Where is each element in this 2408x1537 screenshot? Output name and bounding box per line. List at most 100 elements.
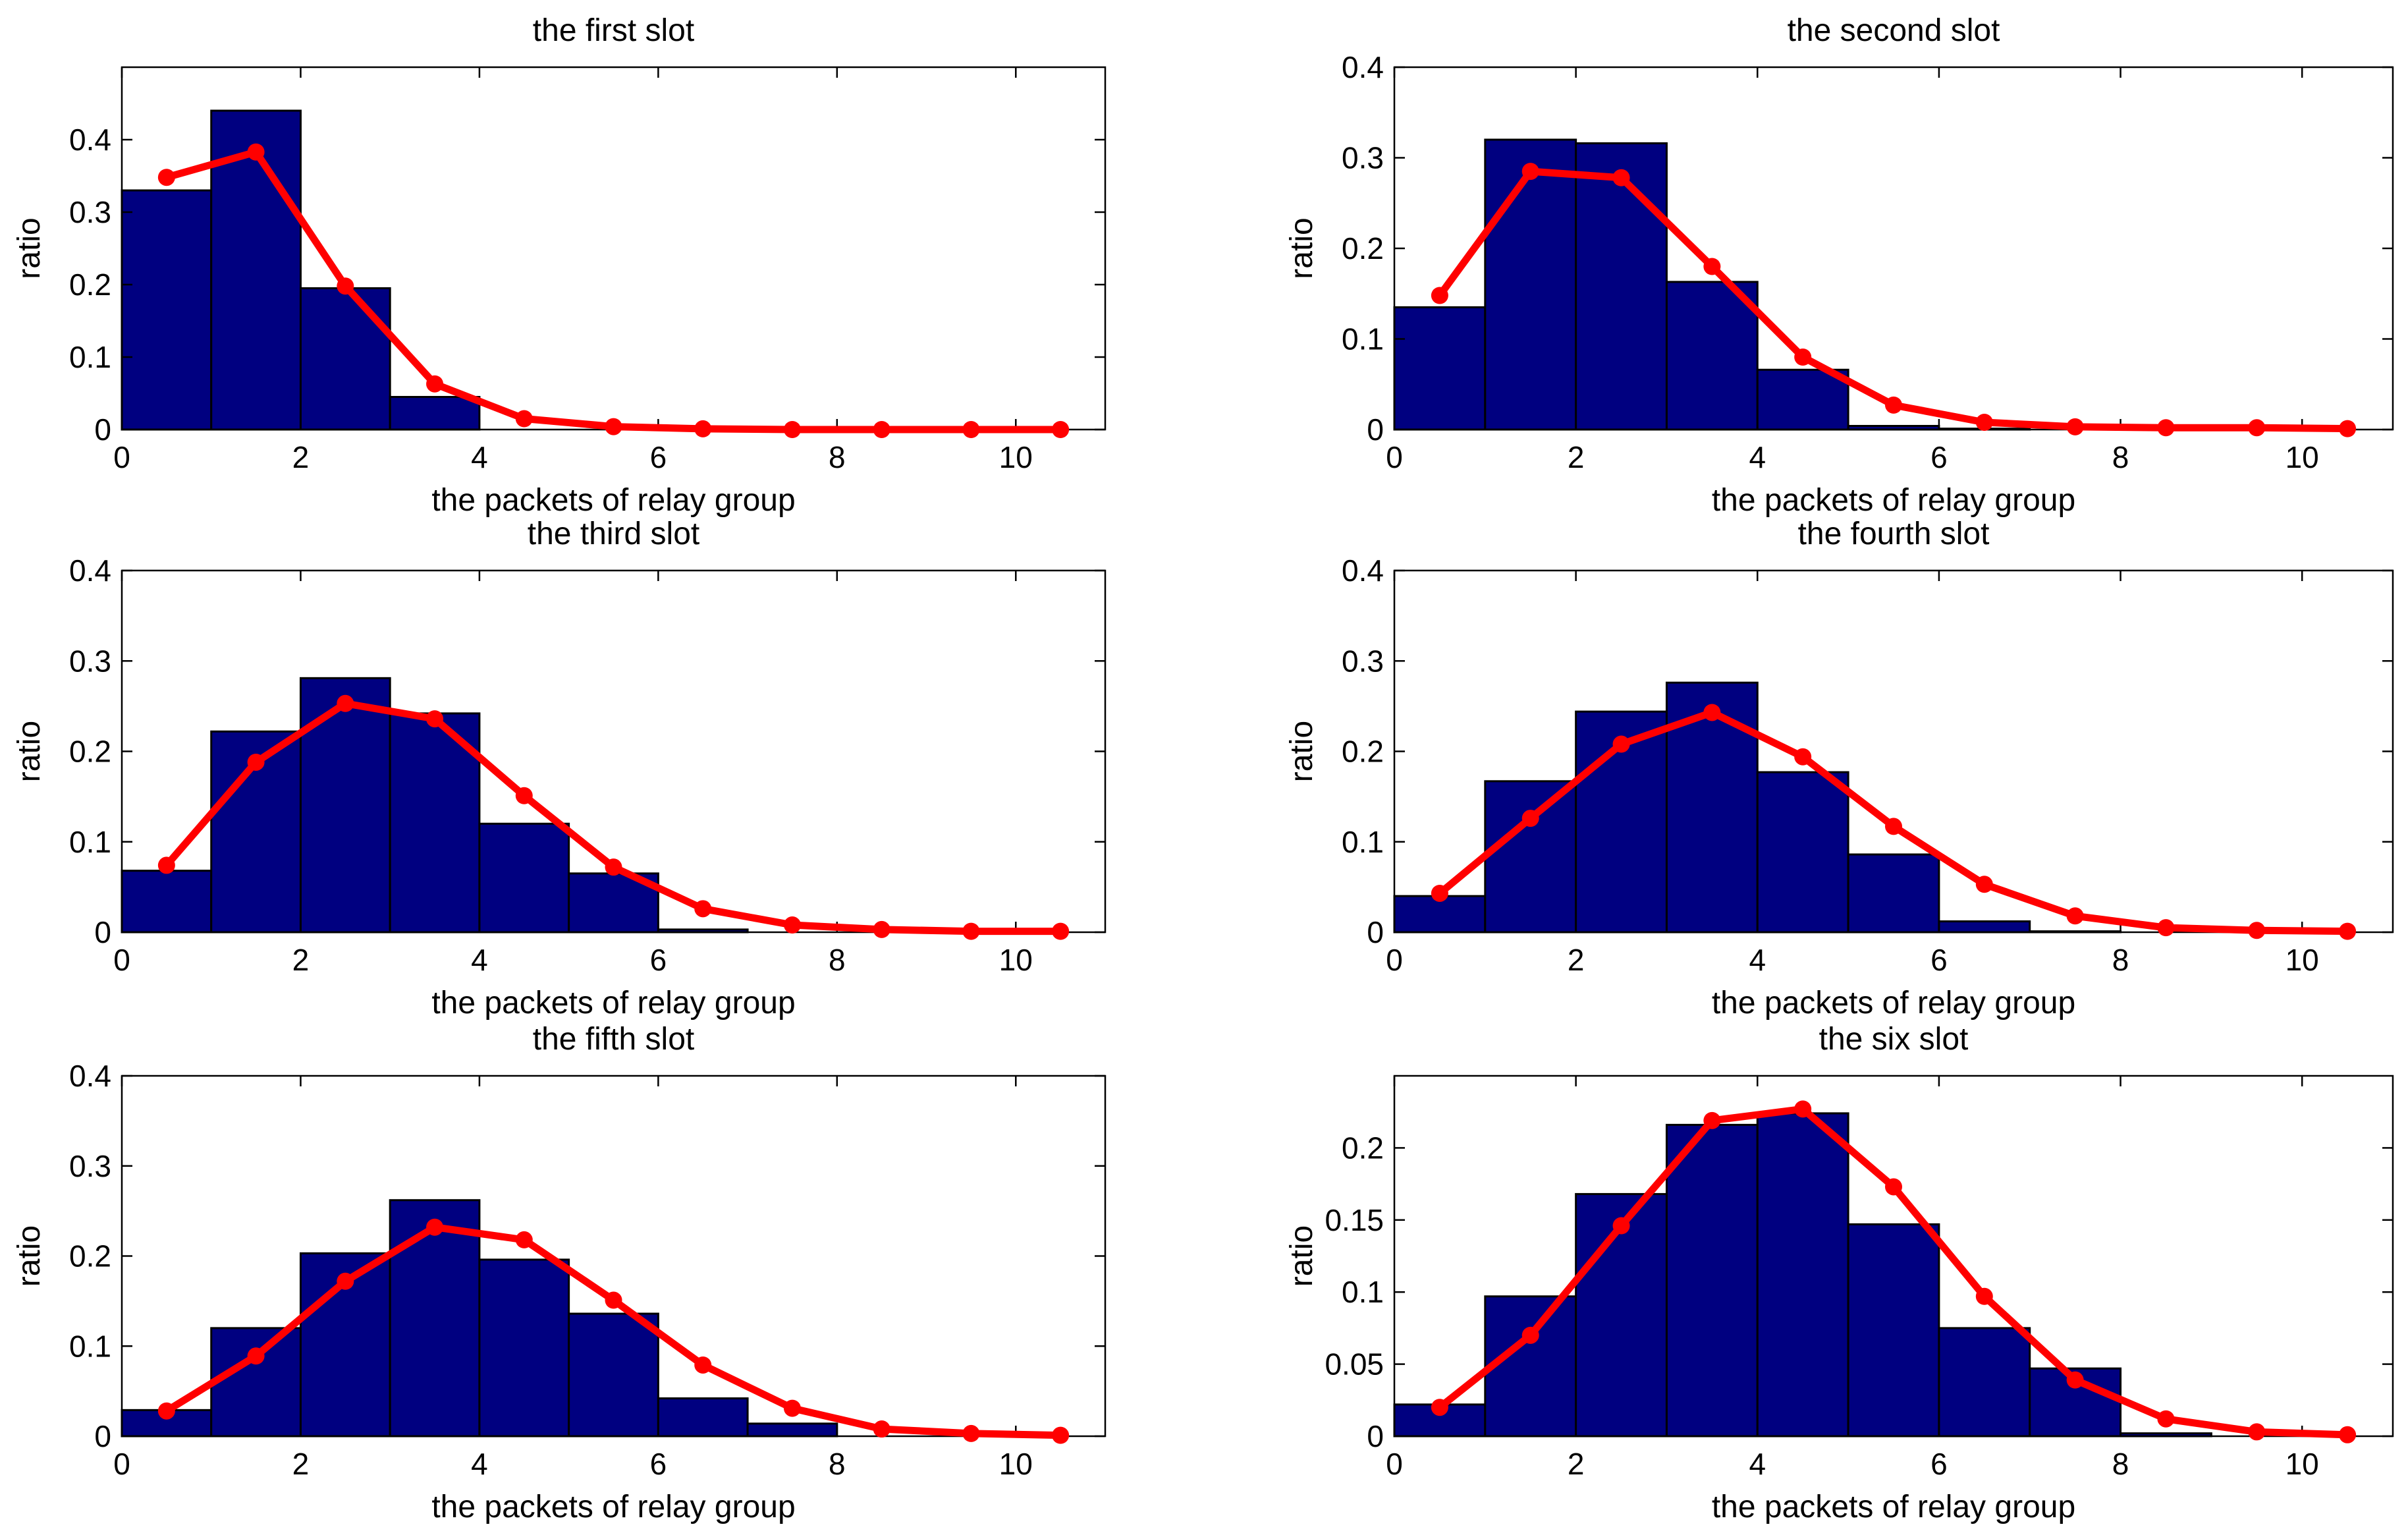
x-tick-label: 0	[113, 440, 130, 474]
histogram-bar	[1938, 920, 2031, 934]
y-tick-label: 0.1	[69, 1329, 111, 1363]
line-marker	[783, 421, 801, 438]
histogram-bar	[1847, 1223, 1940, 1438]
histogram-bar	[657, 1397, 749, 1438]
x-tick-label: 6	[1930, 1447, 1948, 1481]
y-tick-label: 0.2	[1342, 1131, 1384, 1165]
histogram-bar	[1938, 1327, 2031, 1438]
line-marker	[2248, 419, 2266, 437]
x-tick-label: 8	[829, 1447, 846, 1481]
line-marker	[1885, 1178, 1902, 1196]
x-tick-label: 2	[1568, 943, 1585, 977]
line-marker	[2248, 1423, 2266, 1441]
chart-title: the third slot	[528, 517, 699, 551]
line-marker	[2339, 922, 2357, 940]
y-tick-label: 0.3	[1342, 644, 1384, 678]
line-marker	[1885, 818, 1902, 835]
y-tick-label: 0.4	[1342, 50, 1384, 84]
line-marker	[157, 169, 175, 186]
line-marker	[515, 1231, 533, 1248]
x-tick-label: 8	[2112, 1447, 2129, 1481]
x-axis-label: the packets of relay group	[1712, 986, 2075, 1020]
y-axis-label: ratio	[12, 217, 47, 279]
line-marker	[157, 856, 175, 874]
y-tick-label: 0.1	[69, 825, 111, 859]
y-tick-label: 0.4	[69, 123, 111, 157]
y-axis-label: ratio	[12, 721, 47, 782]
histogram-bar	[478, 1258, 570, 1438]
histogram-bar	[121, 189, 213, 431]
x-tick-label: 0	[1386, 440, 1403, 474]
x-tick-label: 4	[1749, 943, 1766, 977]
x-tick-label: 0	[113, 1447, 130, 1481]
x-tick-label: 6	[650, 943, 667, 977]
x-tick-label: 0	[1386, 1447, 1403, 1481]
line-marker	[247, 753, 265, 771]
x-tick-label: 4	[471, 1447, 488, 1481]
histogram-bar	[389, 712, 481, 934]
line-marker	[1885, 396, 1902, 414]
x-tick-label: 8	[2112, 440, 2129, 474]
line-marker	[1052, 421, 1070, 438]
y-tick-label: 0	[1367, 1419, 1384, 1453]
line-marker	[247, 143, 265, 161]
x-tick-label: 4	[471, 440, 488, 474]
line-marker	[1521, 1326, 1539, 1344]
histogram-bar	[1756, 771, 1849, 934]
y-tick-label: 0.05	[1325, 1347, 1384, 1382]
x-axis-label: the packets of relay group	[1712, 1490, 2075, 1524]
line-marker	[1431, 287, 1448, 304]
y-tick-label: 0.1	[1342, 322, 1384, 356]
x-tick-label: 10	[2285, 943, 2319, 977]
histogram-bar	[1575, 1192, 1668, 1438]
line-marker	[1975, 414, 1993, 431]
y-tick-label: 0	[94, 915, 111, 949]
y-tick-label: 0.1	[1342, 825, 1384, 859]
line-marker	[1975, 1287, 1993, 1305]
y-tick-label: 0.2	[69, 267, 111, 302]
x-tick-label: 2	[1568, 440, 1585, 474]
subplot-4: 0 2 4 6 8 10 0 0.1 0.2 0.3 0.4 the fourth slot the p…	[1284, 517, 2394, 1020]
histogram-bar	[299, 287, 391, 431]
y-tick-label: 0.2	[69, 1239, 111, 1273]
line-marker	[1975, 876, 1993, 893]
x-axis-label: the packets of relay group	[431, 1490, 795, 1524]
line-marker	[426, 1218, 444, 1236]
subplot-5: 0 2 4 6 8 10 0 0.1 0.2 0.3 0.4 the fifth slot the pa…	[12, 1022, 1107, 1524]
histogram-bar	[1484, 1295, 1577, 1438]
x-tick-label: 8	[829, 440, 846, 474]
x-tick-label: 8	[829, 943, 846, 977]
x-tick-label: 10	[2285, 440, 2319, 474]
x-tick-label: 0	[1386, 943, 1403, 977]
histogram-bar	[1756, 1112, 1849, 1438]
y-tick-label: 0.3	[69, 644, 111, 678]
y-tick-label: 0.2	[1342, 231, 1384, 265]
line-marker	[426, 710, 444, 728]
x-tick-label: 6	[650, 1447, 667, 1481]
histogram-bar	[1665, 1123, 1759, 1438]
line-marker	[1794, 748, 1812, 766]
line-marker	[2157, 419, 2175, 437]
line-marker	[873, 421, 890, 438]
x-tick-label: 2	[1568, 1447, 1585, 1481]
chart-title: the fifth slot	[533, 1022, 694, 1057]
y-tick-label: 0.4	[1342, 553, 1384, 588]
y-tick-label: 0.15	[1325, 1203, 1384, 1237]
line-marker	[694, 900, 712, 918]
x-tick-label: 10	[999, 943, 1033, 977]
line-marker	[1794, 1100, 1812, 1118]
line-marker	[515, 787, 533, 804]
chart-title: the fourth slot	[1798, 517, 1990, 551]
chart-title: the six slot	[1819, 1022, 1969, 1057]
histogram-bar	[1393, 306, 1487, 431]
chart-title: the second slot	[1788, 13, 2000, 48]
x-tick-label: 8	[2112, 943, 2129, 977]
line-marker	[2066, 907, 2084, 925]
y-tick-label: 0	[1367, 412, 1384, 447]
line-marker	[1703, 258, 1721, 275]
line-marker	[783, 916, 801, 934]
y-tick-label: 0	[94, 1419, 111, 1453]
x-axis-label: the packets of relay group	[431, 483, 795, 518]
y-tick-label: 0.3	[1342, 141, 1384, 175]
histogram-bar	[568, 1312, 659, 1438]
